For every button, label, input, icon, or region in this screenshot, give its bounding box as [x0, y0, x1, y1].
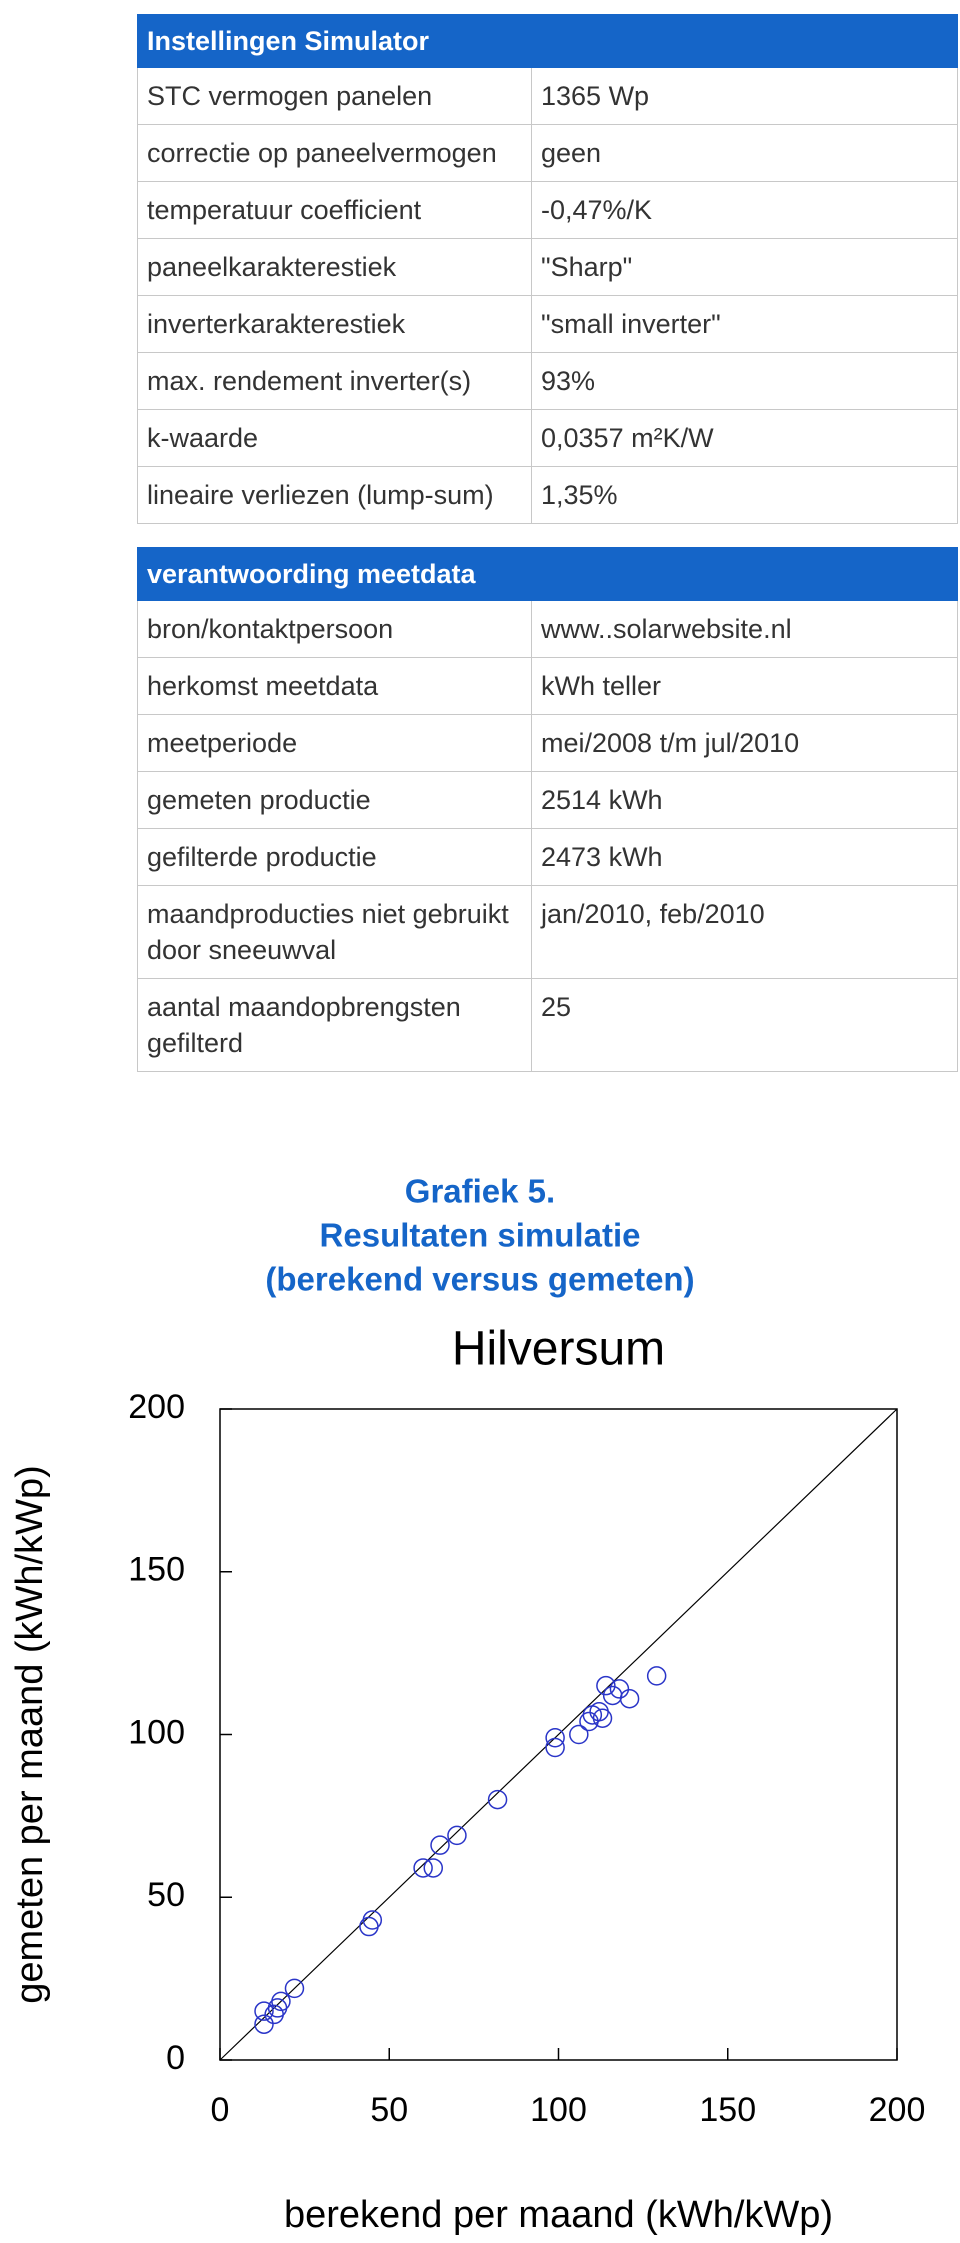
table-cell: 2514 kWh — [531, 771, 958, 829]
table-cell: jan/2010, feb/2010 — [531, 885, 958, 979]
chart-heading: Grafiek 5. — [405, 1173, 555, 1210]
point — [423, 1858, 444, 1878]
x-axis-label: berekend per maand (kWh/kWp) — [284, 2194, 833, 2236]
table-cell: maandproducties niet gebruikt door sneeu… — [137, 885, 532, 979]
table-cell: kWh teller — [531, 657, 958, 715]
point — [609, 1679, 630, 1699]
table-cell: bron/kontaktpersoon — [137, 600, 532, 658]
x-tick-label: 200 — [869, 2091, 926, 2129]
table-row: gefilterde productie 2473 kWh — [137, 828, 958, 886]
point — [254, 2014, 274, 2034]
header-cell: Instellingen Simulator — [137, 14, 532, 68]
table-cell: 25 — [531, 978, 958, 1072]
header-row: verantwoording meetdata — [137, 547, 958, 601]
point — [545, 1737, 565, 1758]
table-cell: k-waarde — [137, 409, 532, 467]
table-cell: paneelkarakterestiek — [137, 238, 532, 296]
table-cell: 93% — [531, 352, 958, 410]
x-tick-label: 0 — [211, 2091, 230, 2129]
table-row: inverterkarakterestiek "small inverter" — [137, 295, 958, 353]
point — [362, 1910, 383, 1930]
x-tick-label: 100 — [530, 2091, 587, 2129]
table-row: lineaire verliezen (lump-sum) 1,35% — [137, 466, 958, 524]
table-cell: correctie op paneelvermogen — [137, 124, 532, 182]
chart-title: Hilversum — [452, 1323, 665, 1376]
y-axis-label: gemeten per maand (kWh/kWp) — [9, 1465, 51, 2004]
table-cell: meetperiode — [137, 714, 532, 772]
table-cell: gemeten productie — [137, 771, 532, 829]
table-cell: 0,0357 m²K/W — [531, 409, 958, 467]
point — [413, 1858, 433, 1878]
y-tick-label: 200 — [128, 1388, 185, 1426]
table-cell: geen — [531, 124, 958, 182]
table-row: aantal maandopbrengsten gefilterd 25 — [137, 978, 958, 1072]
point — [545, 1728, 565, 1748]
y-tick-label: 100 — [128, 1713, 185, 1751]
table-row: bron/kontaktpersoon www..solarwebsite.nl — [137, 600, 958, 658]
table-cell: 1,35% — [531, 466, 958, 524]
point — [284, 1978, 305, 1999]
table-cell: www..solarwebsite.nl — [531, 600, 958, 658]
point — [646, 1666, 667, 1686]
table-row: temperatuur coefficient -0,47%/K — [137, 181, 958, 239]
point — [619, 1688, 640, 1709]
table-row: herkomst meetdata kWh teller — [137, 657, 958, 715]
chart-heading: (berekend versus gemeten) — [265, 1261, 694, 1298]
table-row: correctie op paneelvermogen geen — [137, 124, 958, 182]
header-row: Instellingen Simulator — [137, 14, 958, 68]
table-row: STC vermogen panelen 1365 Wp — [137, 67, 958, 125]
point — [487, 1789, 508, 1810]
y-tick-label: 50 — [147, 1876, 185, 1914]
point — [592, 1708, 613, 1728]
chart: Grafiek 5. Resultaten simulatie (berekend … — [9, 1173, 926, 2236]
header-cell — [531, 547, 958, 601]
table-cell: herkomst meetdata — [137, 657, 532, 715]
table-row: meetperiode mei/2008 t/m jul/2010 — [137, 714, 958, 772]
table-cell: temperatuur coefficient — [137, 181, 532, 239]
x-tick-label: 50 — [370, 2091, 408, 2129]
table-cell: gefilterde productie — [137, 828, 532, 886]
table-cell: 2473 kWh — [531, 828, 958, 886]
reference-line — [219, 1408, 898, 2061]
table-row: k-waarde 0,0357 m²K/W — [137, 409, 958, 467]
table-row: gemeten productie 2514 kWh — [137, 771, 958, 829]
table-cell: max. rendement inverter(s) — [137, 352, 532, 410]
point — [596, 1675, 616, 1696]
y-tick-label: 150 — [128, 1551, 185, 1589]
table-row: maandproducties niet gebruikt door sneeu… — [137, 885, 958, 979]
x-tick-label: 150 — [699, 2091, 756, 2129]
table-cell: aantal maandopbrengsten gefilterd — [137, 978, 532, 1072]
header-cell — [531, 14, 958, 68]
table-row: max. rendement inverter(s) 93% — [137, 352, 958, 410]
y-tick-label: 0 — [166, 2039, 185, 2077]
table-row: paneelkarakterestiek "Sharp" — [137, 238, 958, 296]
table-cell: lineaire verliezen (lump-sum) — [137, 466, 532, 524]
point — [430, 1835, 450, 1855]
settings-table: verantwoording meetdata bron/kontaktperso… — [137, 547, 958, 1072]
header-cell: verantwoording meetdata — [137, 547, 532, 601]
table-cell: -0,47%/K — [531, 181, 958, 239]
point — [569, 1724, 589, 1745]
settings-table: Instellingen Simulator STC vermogen panel… — [137, 14, 958, 524]
chart-heading: Resultaten simulatie — [320, 1217, 641, 1254]
point — [254, 2001, 274, 2021]
table-cell: mei/2008 t/m jul/2010 — [531, 714, 958, 772]
point — [271, 1991, 291, 2012]
table-cell: "small inverter" — [531, 295, 958, 353]
table-cell: inverterkarakterestiek — [137, 295, 532, 353]
table-cell: 1365 Wp — [531, 67, 958, 125]
point — [447, 1825, 467, 1846]
table-cell: STC vermogen panelen — [137, 67, 532, 125]
table-cell: "Sharp" — [531, 238, 958, 296]
